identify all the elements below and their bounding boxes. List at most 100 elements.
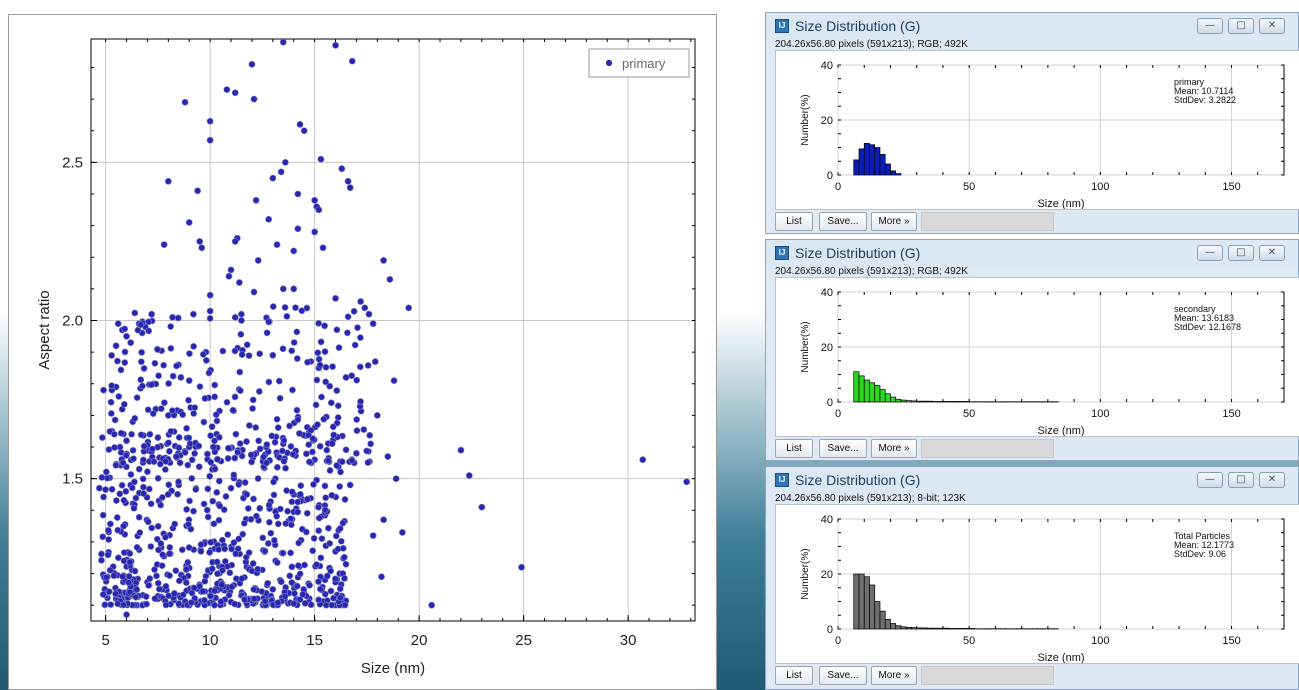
histogram-bar bbox=[895, 173, 902, 176]
scatter-point bbox=[106, 520, 114, 528]
y-tick-label: 2.5 bbox=[62, 154, 83, 171]
size-distribution-window-total[interactable]: IJ Size Distribution (G) — □ ✕ 204.26x56… bbox=[765, 466, 1299, 690]
scatter-point bbox=[270, 536, 278, 544]
size-distribution-window-secondary[interactable]: IJ Size Distribution (G) — □ ✕ 204.26x56… bbox=[765, 239, 1299, 461]
scatter-point bbox=[465, 472, 473, 479]
scatter-point bbox=[343, 329, 351, 337]
y-tick-label: 20 bbox=[821, 569, 833, 581]
scatter-point bbox=[333, 462, 341, 469]
scatter-point bbox=[316, 442, 324, 450]
histogram-plot-area: 0 50 100 150 0 20 40 Size (nm) Number(%) secondar… bbox=[775, 277, 1299, 437]
scatter-point bbox=[191, 404, 199, 412]
scatter-point bbox=[120, 601, 127, 609]
window-titlebar[interactable]: IJ Size Distribution (G) — □ ✕ bbox=[766, 467, 1298, 493]
scatter-point bbox=[157, 501, 165, 509]
scatter-point bbox=[169, 407, 176, 415]
scatter-point bbox=[102, 468, 110, 476]
scatter-point bbox=[146, 575, 154, 582]
scatter-point bbox=[154, 434, 162, 441]
scatter-point bbox=[173, 362, 180, 370]
scatter-point bbox=[304, 495, 311, 503]
close-icon[interactable]: ✕ bbox=[1259, 18, 1285, 34]
more-button[interactable]: More » bbox=[871, 439, 917, 458]
scatter-point bbox=[166, 447, 173, 455]
scatter-point bbox=[326, 467, 334, 474]
scatter-point bbox=[228, 545, 235, 553]
scatter-point bbox=[172, 567, 180, 575]
scatter-point bbox=[199, 351, 207, 358]
imagej-logo-icon: IJ bbox=[775, 473, 789, 487]
scatter-point bbox=[162, 533, 169, 541]
scatter-point bbox=[297, 490, 304, 498]
window-titlebar[interactable]: IJ Size Distribution (G) — □ ✕ bbox=[766, 240, 1298, 266]
scatter-point bbox=[273, 559, 281, 567]
minimize-icon[interactable]: — bbox=[1197, 245, 1223, 261]
scatter-point bbox=[155, 546, 162, 554]
y-tick-label: 0 bbox=[827, 624, 833, 636]
scatter-point bbox=[157, 405, 165, 413]
list-button[interactable]: List bbox=[775, 666, 813, 685]
save-button[interactable]: Save... bbox=[819, 666, 867, 685]
scatter-point bbox=[151, 359, 159, 367]
scatter-point bbox=[164, 177, 172, 185]
scatter-point bbox=[335, 344, 343, 352]
scatter-point bbox=[107, 398, 115, 406]
imagej-logo-icon: IJ bbox=[775, 246, 789, 260]
histogram-bar bbox=[858, 573, 865, 630]
scatter-point bbox=[250, 585, 258, 593]
scatter-point bbox=[329, 363, 336, 371]
scatter-point bbox=[353, 427, 361, 435]
scatter-point bbox=[134, 326, 142, 334]
scatter-point bbox=[279, 345, 287, 353]
scatter-point bbox=[333, 387, 341, 394]
size-distribution-window-primary[interactable]: IJ Size Distribution (G) — □ ✕ 204.26x56… bbox=[765, 12, 1299, 234]
scatter-point bbox=[154, 522, 162, 530]
close-icon[interactable]: ✕ bbox=[1259, 245, 1285, 261]
scatter-point bbox=[120, 400, 128, 408]
list-button[interactable]: List bbox=[775, 439, 813, 458]
scatter-point bbox=[136, 529, 144, 536]
list-button[interactable]: List bbox=[775, 212, 813, 231]
scatter-point bbox=[245, 422, 253, 429]
scatter-point bbox=[203, 450, 211, 458]
save-button[interactable]: Save... bbox=[819, 439, 867, 458]
x-tick-label: 0 bbox=[835, 181, 841, 193]
minimize-icon[interactable]: — bbox=[1197, 472, 1223, 488]
maximize-icon[interactable]: □ bbox=[1228, 472, 1254, 488]
histogram-bar bbox=[958, 628, 965, 630]
scatter-point bbox=[341, 496, 349, 503]
scatter-point bbox=[111, 444, 118, 451]
scatter-point bbox=[131, 309, 139, 317]
scatter-point bbox=[139, 456, 147, 464]
more-button[interactable]: More » bbox=[871, 666, 917, 685]
minimize-icon[interactable]: — bbox=[1197, 18, 1223, 34]
scatter-point bbox=[348, 372, 356, 380]
y-axis-label: Number(%) bbox=[800, 94, 811, 145]
scatter-point bbox=[224, 531, 232, 539]
maximize-icon[interactable]: □ bbox=[1228, 18, 1254, 34]
scatter-point bbox=[340, 553, 348, 561]
scatter-point bbox=[210, 443, 217, 451]
scatter-point bbox=[206, 307, 214, 315]
scatter-point bbox=[231, 393, 239, 401]
scatter-point bbox=[114, 320, 122, 328]
maximize-icon[interactable]: □ bbox=[1228, 245, 1254, 261]
scatter-point bbox=[145, 582, 152, 589]
scatter-point bbox=[201, 577, 209, 585]
more-button[interactable]: More » bbox=[871, 212, 917, 231]
scatter-point bbox=[273, 241, 281, 248]
scatter-point bbox=[179, 591, 187, 599]
scatter-point bbox=[303, 304, 311, 312]
histogram-secondary: 0 50 100 150 0 20 40 Size (nm) Number(%) secondar… bbox=[800, 287, 1285, 436]
scatter-point bbox=[328, 440, 336, 448]
scatter-point bbox=[294, 190, 302, 198]
scatter-point bbox=[220, 506, 228, 514]
status-field bbox=[921, 212, 1054, 231]
save-button[interactable]: Save... bbox=[819, 212, 867, 231]
scatter-point bbox=[115, 393, 123, 400]
histogram-bar bbox=[884, 163, 891, 176]
scatter-point bbox=[117, 429, 125, 437]
close-icon[interactable]: ✕ bbox=[1259, 472, 1285, 488]
scatter-point bbox=[128, 430, 135, 438]
window-titlebar[interactable]: IJ Size Distribution (G) — □ ✕ bbox=[766, 13, 1298, 39]
